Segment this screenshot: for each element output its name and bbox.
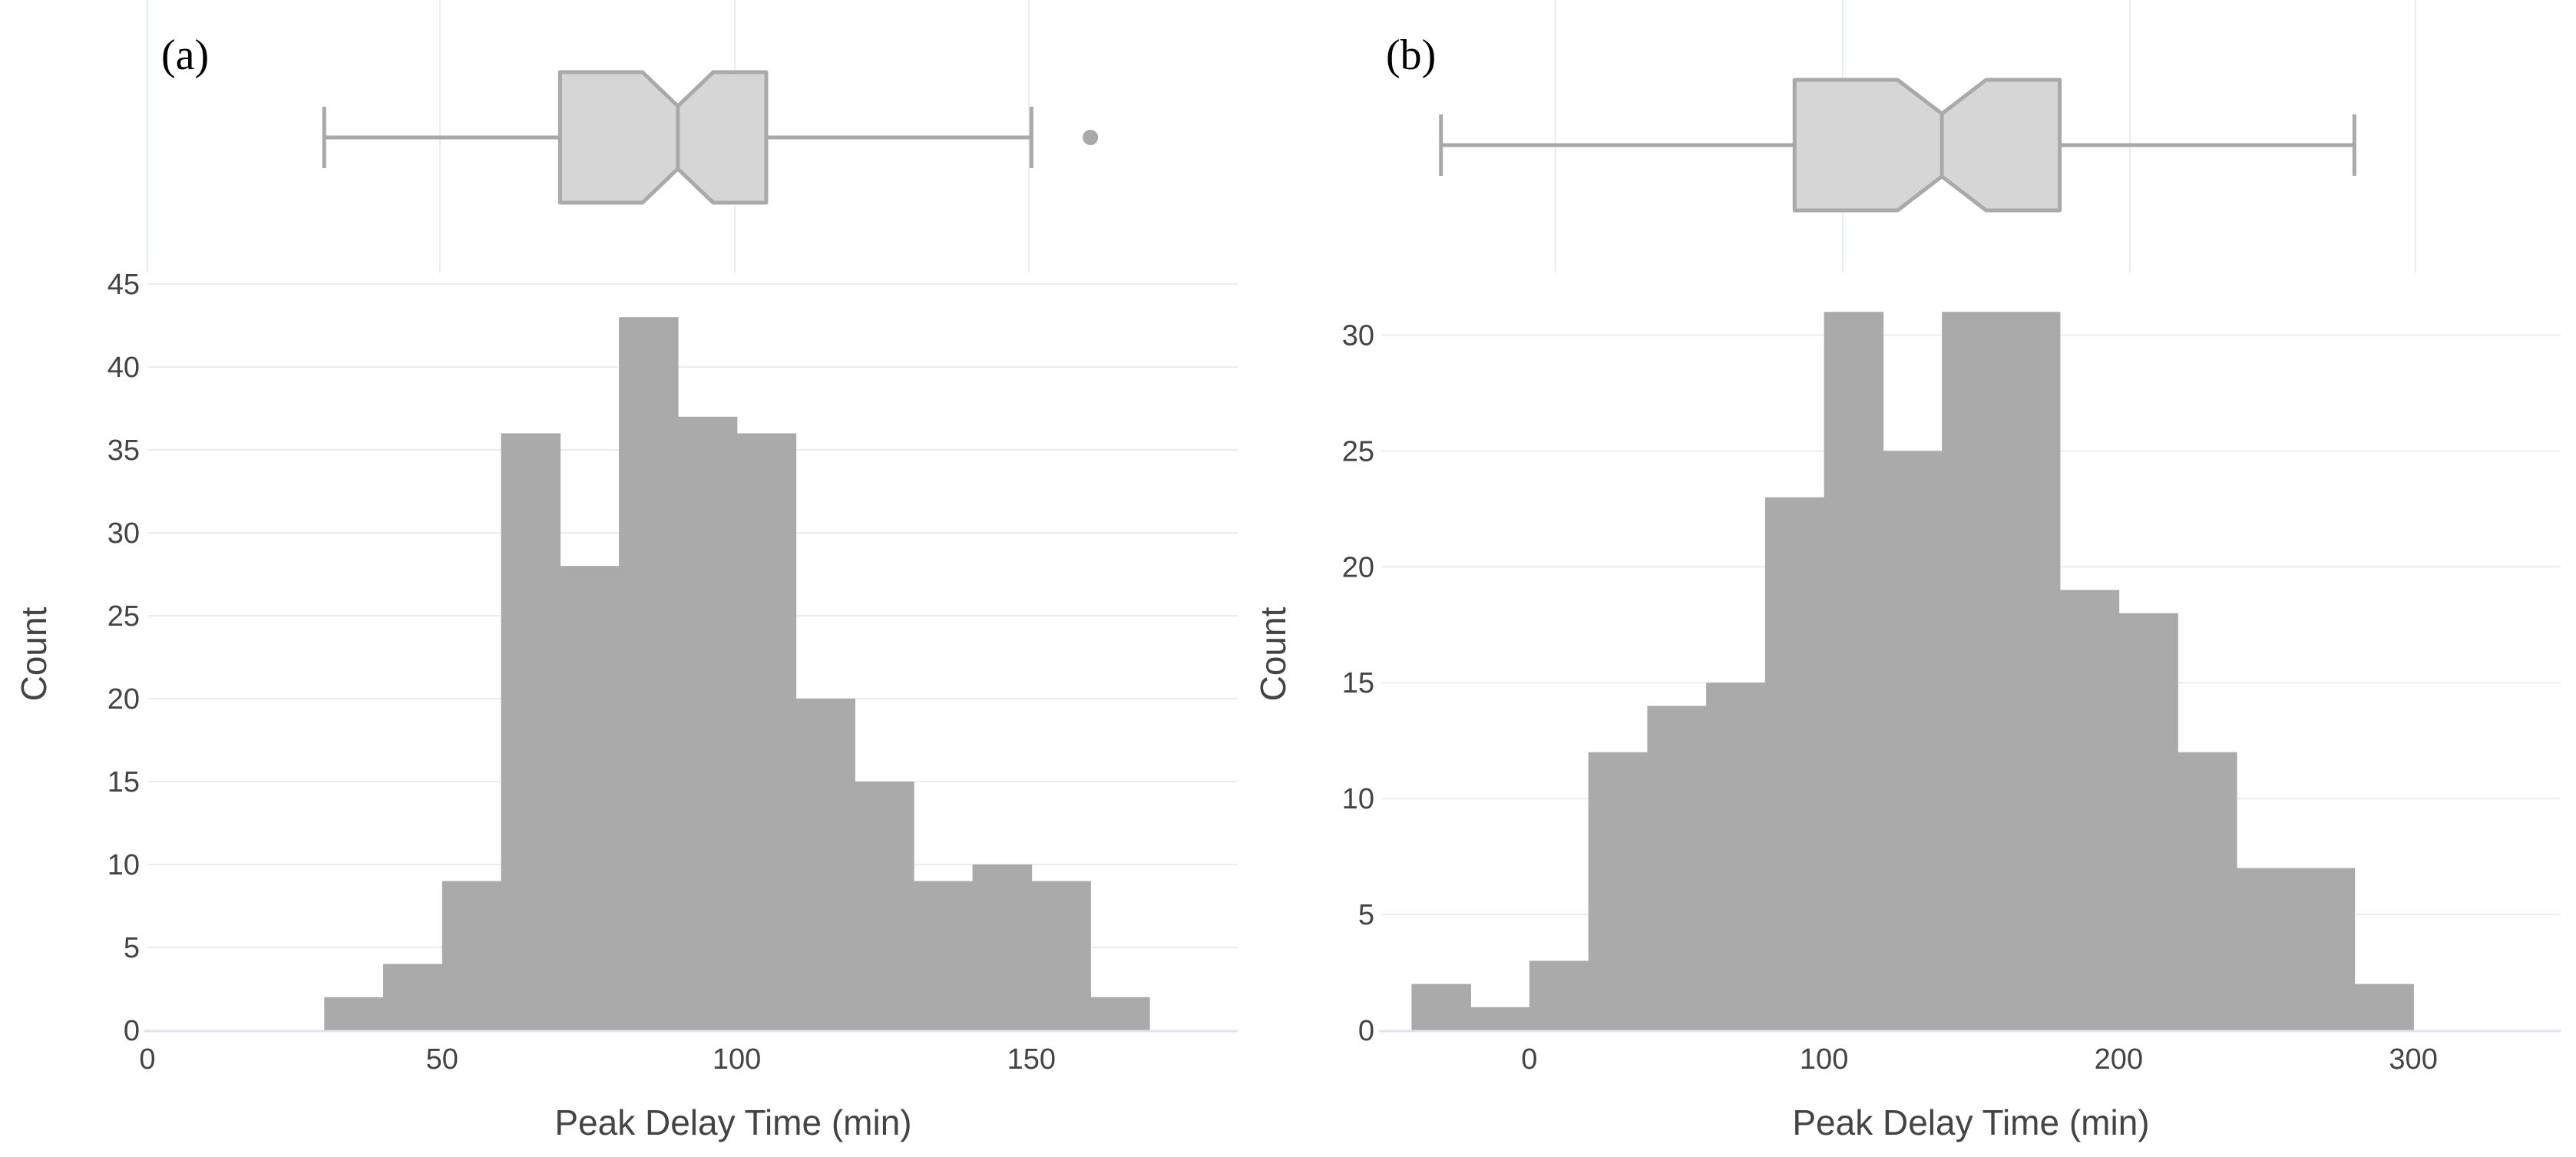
y-tick-label: 15 <box>1342 667 1374 699</box>
histogram-bar <box>1824 312 1884 1030</box>
x-tick-label: 0 <box>139 1043 155 1076</box>
box-plot-a <box>147 0 1099 273</box>
y-tick-label: 0 <box>124 1015 140 1047</box>
histogram-bar <box>1588 752 1648 1030</box>
histogram-bar <box>619 317 679 1030</box>
histogram-bar <box>560 566 620 1030</box>
x-tick-label: 100 <box>713 1043 761 1076</box>
y-tick-label: 30 <box>107 517 140 550</box>
histogram-bar <box>441 881 502 1030</box>
histogram-bar <box>501 433 561 1030</box>
y-tick-label: 10 <box>1342 783 1374 815</box>
histogram-bar <box>2354 983 2414 1030</box>
y-tick-label: 35 <box>107 435 140 467</box>
histogram-bar <box>855 782 914 1030</box>
histogram-bar <box>1031 881 1091 1030</box>
notched-box <box>1792 78 2062 213</box>
y-tick-label: 15 <box>107 766 140 798</box>
histogram-bar <box>1529 960 1589 1030</box>
box-plot-b <box>1439 0 2416 273</box>
histogram-bar <box>795 699 855 1030</box>
histogram-bar <box>913 881 974 1030</box>
histogram-bar <box>1942 312 2002 1030</box>
histogram-bar <box>972 864 1033 1030</box>
y-tick-label: 25 <box>1342 435 1374 468</box>
histogram-bar <box>2118 613 2178 1030</box>
x-tick-label: 0 <box>1521 1043 1537 1076</box>
x-axis-title-a: Peak Delay Time (min) <box>554 1102 911 1142</box>
histogram-bar <box>1470 1007 1530 1030</box>
y-tick-label: 30 <box>1342 319 1374 352</box>
y-tick-label: 25 <box>107 600 140 633</box>
panel-a: 0 5 10 15 20 25 30 35 40 45 0 50 100 150 (a) Peak Del… <box>14 0 1238 1142</box>
outlier-point <box>1083 130 1099 145</box>
histogram-bar <box>1706 683 1766 1030</box>
y-tick-label: 20 <box>107 683 140 716</box>
y-tick-label: 0 <box>1358 1015 1374 1047</box>
y-tick-label: 10 <box>107 849 140 881</box>
histogram-bar <box>2295 868 2356 1030</box>
y-axis-title-a: Count <box>14 607 54 701</box>
histogram-a: 0 5 10 15 20 25 30 35 40 45 0 50 100 150 <box>107 269 1238 1076</box>
y-tick-label: 20 <box>1342 551 1374 583</box>
histogram-bar <box>2000 312 2061 1030</box>
x-tick-label: 300 <box>2389 1043 2437 1076</box>
notched-box <box>557 70 769 205</box>
panel-label-a: (a) <box>161 31 209 79</box>
y-axis-title-b: Count <box>1253 607 1293 701</box>
histogram-bar <box>2236 868 2297 1030</box>
x-tick-label: 200 <box>2095 1043 2143 1076</box>
y-tick-label: 5 <box>124 932 140 964</box>
panel-label-b: (b) <box>1386 31 1436 79</box>
histogram-bar <box>324 997 384 1030</box>
histogram-bar <box>383 964 443 1030</box>
histogram-bar <box>1883 451 1943 1030</box>
histogram-bar <box>1090 997 1150 1030</box>
histogram-bar <box>1647 706 1707 1030</box>
y-tick-label: 45 <box>107 269 140 301</box>
x-tick-label: 50 <box>426 1043 458 1076</box>
y-tick-label: 40 <box>107 352 140 384</box>
x-tick-label: 100 <box>1800 1043 1848 1076</box>
histogram-bar <box>1411 983 1471 1030</box>
x-tick-label: 150 <box>1007 1043 1056 1076</box>
y-tick-label: 5 <box>1358 899 1374 931</box>
histogram-bar <box>1764 497 1825 1030</box>
histogram-bar <box>2178 752 2237 1030</box>
histogram-bar <box>2059 590 2120 1030</box>
histogram-bar <box>677 416 738 1030</box>
x-axis-title-b: Peak Delay Time (min) <box>1792 1102 2149 1142</box>
histogram-bar <box>736 433 797 1030</box>
